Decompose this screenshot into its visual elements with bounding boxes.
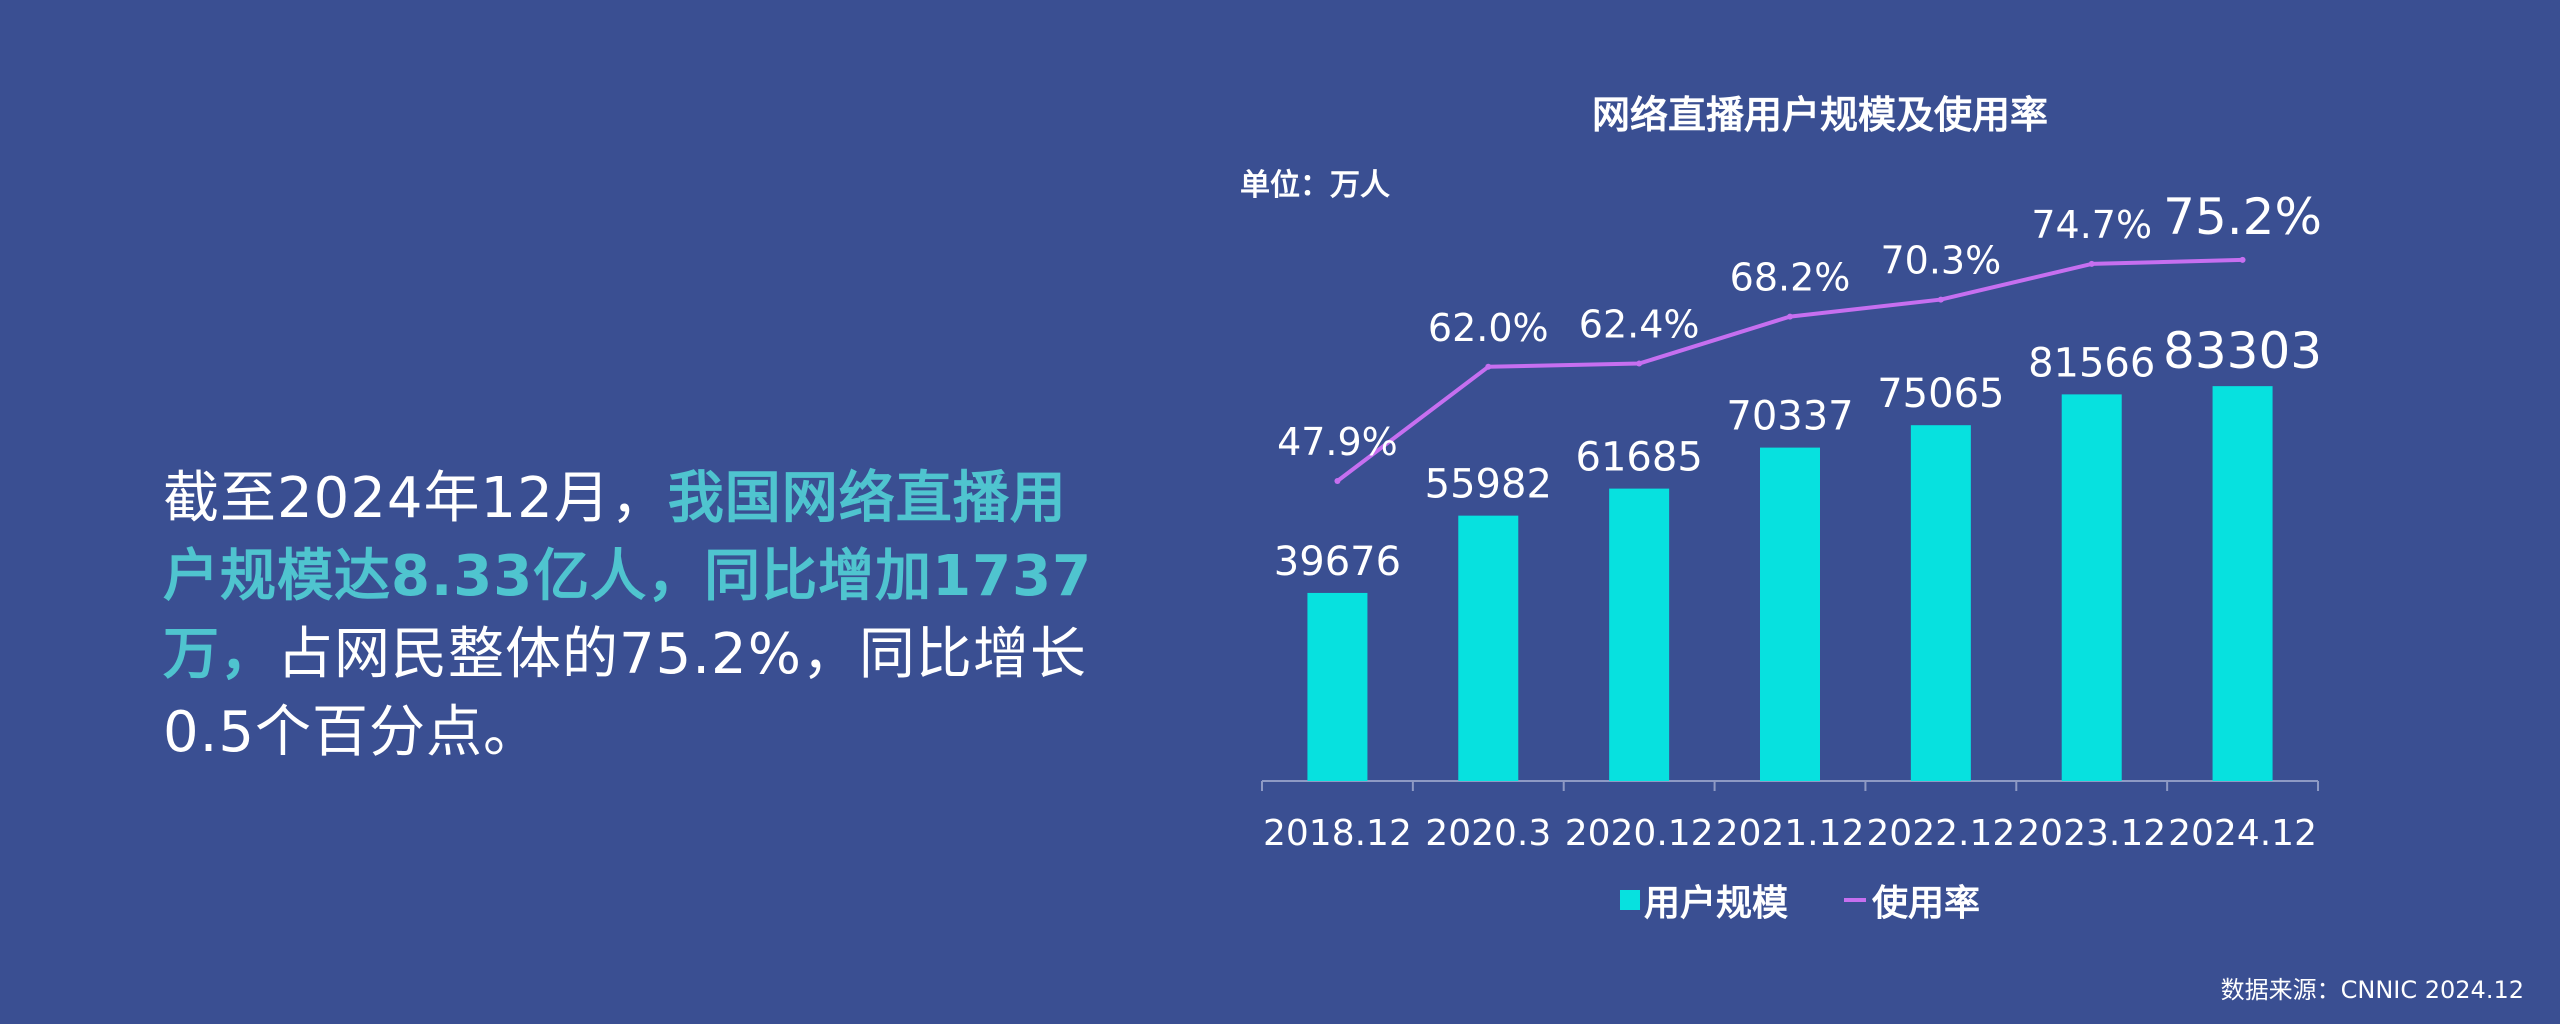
legend-swatch-rate [1844,898,1867,902]
rate-value-label: 62.4% [1579,303,1700,347]
x-tick-label: 2022.12 [1866,813,2015,854]
rate-value-label: 47.9% [1277,420,1398,464]
rate-point [1636,360,1643,367]
rate-value-label: 74.7% [2031,203,2152,247]
x-tick-label: 2018.12 [1263,813,1412,854]
rate-value-label: 68.2% [1730,256,1851,300]
headline-highlight: 我国网络直播用户规模达8.33亿人，同比增加1737万， [163,466,1093,687]
rate-point [2239,256,2246,263]
bar-2024.12 [2212,386,2273,781]
rate-value-label: 75.2% [2163,188,2322,246]
legend-label-rate: 使用率 [1872,883,1981,924]
unit-label: 单位：万人 [1240,168,1390,203]
legend: 用户规模 使用率 [1620,875,1980,925]
bar-2018.12 [1307,592,1368,781]
rate-point [1485,363,1492,370]
x-tick-label: 2023.12 [2017,813,2166,854]
legend-swatch-users [1620,890,1640,910]
bar-value-label: 39676 [1274,539,1401,585]
bar-value-label: 55982 [1425,462,1552,508]
headline-text: 截至2024年12月，我国网络直播用户规模达8.33亿人，同比增加1737万，占… [163,460,1103,772]
x-tick-label: 2020.12 [1565,813,1714,854]
legend-label-users: 用户规模 [1644,883,1789,924]
rate-point [1787,313,1793,320]
bar-value-label: 61685 [1576,435,1703,481]
bar-2020.3 [1458,515,1519,781]
bar-2020.12 [1609,488,1670,781]
bar-value-label: 75065 [1877,371,2004,417]
bar-value-label: 83303 [2163,322,2322,380]
rate-value-label: 70.3% [1880,239,2001,283]
bar-2023.12 [2061,394,2122,781]
chart-title: 网络直播用户规模及使用率 [1591,93,2048,137]
source-note: 数据来源：CNNIC 2024.12 [2220,976,2524,1004]
bar-2021.12 [1760,447,1820,781]
rate-point [1334,478,1341,485]
bar-value-label: 81566 [2028,340,2155,386]
headline-part2: 占网民整体的75.2%，同比增长0.5个百分点。 [163,622,1087,765]
bar-2022.12 [1910,425,1971,781]
x-tick-label: 2024.12 [2168,813,2317,854]
headline-part1: 截至2024年12月， [163,466,668,531]
bar-value-label: 70337 [1726,394,1853,440]
rate-point [2088,260,2095,267]
x-tick-label: 2020.3 [1425,813,1551,854]
rate-value-label: 62.0% [1428,306,1549,350]
x-tick-label: 2021.12 [1716,813,1865,854]
rate-point [1937,296,1944,303]
